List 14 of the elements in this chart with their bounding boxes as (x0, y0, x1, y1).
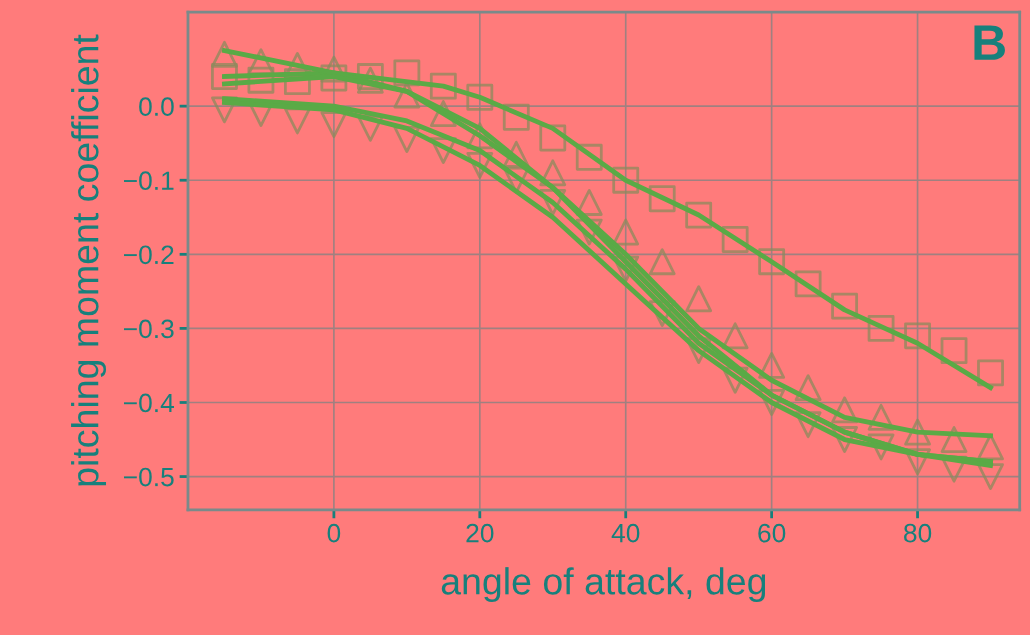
y-tick-label: −0.5 (123, 467, 174, 487)
x-tick-label: 0 (327, 523, 341, 543)
x-tick-label: 60 (758, 523, 786, 543)
x-tick-label: 20 (466, 523, 494, 543)
y-tick-label: −0.1 (123, 171, 174, 191)
y-axis-title: pitching moment coefficient (71, 34, 107, 486)
x-tick-label: 40 (611, 523, 640, 543)
y-tick-label: 0.0 (139, 97, 174, 116)
annotation: B (974, 25, 1005, 60)
y-tick-label: −0.4 (123, 393, 175, 413)
y-tick-label: −0.2 (123, 245, 174, 265)
y-tick-label: −0.3 (123, 319, 174, 339)
x-tick-label: 80 (904, 523, 932, 543)
x-axis-title: angle of attack, deg (441, 567, 766, 603)
